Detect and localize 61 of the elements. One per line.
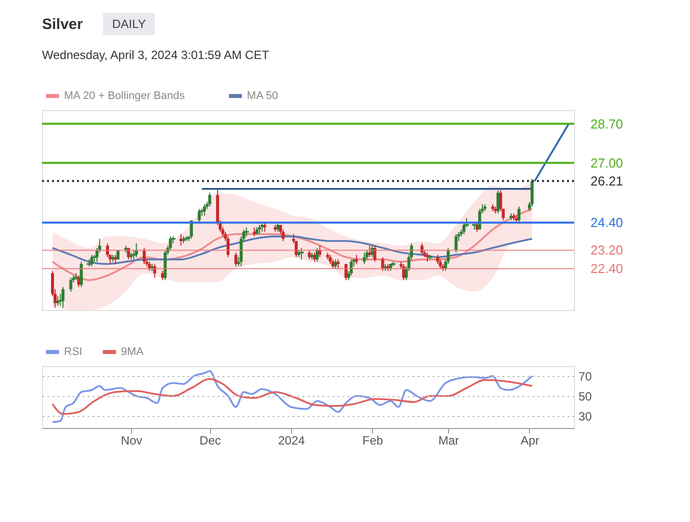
candlestick <box>234 252 238 267</box>
candlestick <box>373 245 376 262</box>
candlestick <box>69 277 72 292</box>
x-tick-label: Feb <box>362 434 384 448</box>
candlestick <box>438 258 442 270</box>
candlestick <box>258 224 262 235</box>
legend-label: MA 50 <box>246 90 278 102</box>
y-tick-label: 22.40 <box>590 261 624 276</box>
y-tick-label: 23.20 <box>590 242 624 258</box>
candlestick <box>61 286 64 308</box>
y-tick-label: 26.21 <box>590 174 624 189</box>
candlestick <box>202 204 206 216</box>
y-tick-label: 70 <box>578 370 592 384</box>
x-tick-label: 2024 <box>278 434 306 448</box>
candlestick <box>381 256 384 272</box>
y-tick-label: 24.40 <box>590 215 624 230</box>
candlestick <box>164 250 167 281</box>
y-tick-label: 30 <box>578 410 592 424</box>
x-tick-label: Nov <box>120 434 142 448</box>
line-series <box>52 370 533 423</box>
candlestick <box>316 247 319 262</box>
candlestick <box>77 275 80 288</box>
legend-label: 9MA <box>120 346 144 358</box>
chart-subtitle: Wednesday, April 3, 2024 3:01:59 AM CET <box>42 48 270 62</box>
candlestick <box>436 254 440 265</box>
candlestick <box>226 236 230 258</box>
y-tick-label: 27.00 <box>590 155 624 170</box>
line-series <box>52 208 533 282</box>
text: DAILY <box>112 17 146 31</box>
y-tick-label: 28.70 <box>590 116 624 132</box>
candlestick <box>90 254 94 267</box>
candlestick <box>336 258 340 270</box>
candlestick <box>168 236 172 251</box>
candlestick <box>334 258 338 270</box>
candlestick <box>190 220 193 240</box>
candlestick <box>116 250 120 260</box>
candlestick <box>308 250 311 260</box>
y-tick-label: 50 <box>578 390 592 404</box>
legend-label: MA 20 + Bollinger Bands <box>64 90 186 102</box>
candlestick <box>362 252 366 265</box>
candlestick <box>517 206 520 224</box>
x-tick-label: Apr <box>520 434 540 448</box>
x-tick-label: Mar <box>438 434 460 448</box>
line-series <box>52 378 533 415</box>
candlestick <box>462 222 466 235</box>
candlestick <box>402 264 406 281</box>
candlestick <box>530 178 534 208</box>
candlestick <box>198 208 201 224</box>
candlestick <box>208 192 212 208</box>
candlestick <box>350 258 353 276</box>
legend-label: RSI <box>64 346 82 358</box>
chart-title: Silver <box>42 16 84 33</box>
line-series <box>52 236 533 265</box>
candlestick <box>328 254 332 265</box>
x-tick-label: Dec <box>200 434 221 448</box>
candlestick <box>161 270 164 281</box>
candlestick <box>331 258 334 270</box>
candlestick <box>282 229 285 242</box>
candlestick <box>142 247 146 265</box>
candlestick <box>344 264 348 281</box>
candlestick <box>454 234 458 254</box>
